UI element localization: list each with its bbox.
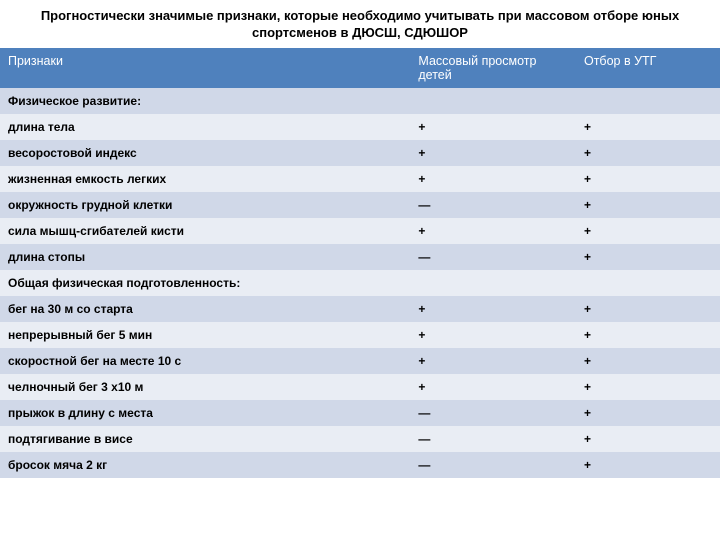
table-row: Физическое развитие:: [0, 88, 720, 114]
table-cell: —: [410, 400, 576, 426]
table-cell: +: [576, 374, 720, 400]
features-table: Признаки Массовый просмотр детей Отбор в…: [0, 48, 720, 478]
table-cell: +: [576, 140, 720, 166]
table-cell: +: [576, 426, 720, 452]
table-cell: +: [410, 166, 576, 192]
table-cell: +: [576, 192, 720, 218]
table-cell: +: [410, 322, 576, 348]
table-row: окружность грудной клетки—+: [0, 192, 720, 218]
table-cell: прыжок в длину с места: [0, 400, 410, 426]
col-header-mass: Массовый просмотр детей: [410, 48, 576, 88]
table-cell: челночный бег 3 х10 м: [0, 374, 410, 400]
table-cell: бег на 30 м со старта: [0, 296, 410, 322]
table-cell: +: [410, 114, 576, 140]
table-cell: подтягивание в висе: [0, 426, 410, 452]
table-row: непрерывный бег 5 мин++: [0, 322, 720, 348]
table-cell: —: [410, 192, 576, 218]
table-row: челночный бег 3 х10 м++: [0, 374, 720, 400]
table-cell: весоростовой индекс: [0, 140, 410, 166]
table-cell: [576, 270, 720, 296]
table-row: Общая физическая подготовленность:: [0, 270, 720, 296]
table-cell: —: [410, 244, 576, 270]
table-cell: +: [410, 296, 576, 322]
table-cell: [576, 88, 720, 114]
table-row: бег на 30 м со старта++: [0, 296, 720, 322]
table-cell: скоростной бег на месте 10 с: [0, 348, 410, 374]
table-cell: длина тела: [0, 114, 410, 140]
table-cell: —: [410, 426, 576, 452]
table-cell: Общая физическая подготовленность:: [0, 270, 410, 296]
col-header-signs: Признаки: [0, 48, 410, 88]
table-row: длина стопы—+: [0, 244, 720, 270]
table-cell: +: [576, 322, 720, 348]
table-cell: +: [410, 374, 576, 400]
table-cell: длина стопы: [0, 244, 410, 270]
table-cell: сила мышц-сгибателей кисти: [0, 218, 410, 244]
table-row: скоростной бег на месте 10 с++: [0, 348, 720, 374]
table-row: весоростовой индекс++: [0, 140, 720, 166]
table-cell: жизненная емкость легких: [0, 166, 410, 192]
table-row: подтягивание в висе—+: [0, 426, 720, 452]
table-row: прыжок в длину с места—+: [0, 400, 720, 426]
table-cell: бросок мяча 2 кг: [0, 452, 410, 478]
table-cell: +: [410, 218, 576, 244]
col-header-utg: Отбор в УТГ: [576, 48, 720, 88]
table-cell: +: [410, 348, 576, 374]
table-cell: [410, 88, 576, 114]
table-cell: +: [576, 244, 720, 270]
table-cell: +: [576, 114, 720, 140]
table-cell: +: [576, 452, 720, 478]
table-body: Физическое развитие:длина тела++весорост…: [0, 88, 720, 478]
page-title: Прогностически значимые признаки, которы…: [0, 0, 720, 48]
table-cell: +: [576, 166, 720, 192]
table-cell: +: [576, 296, 720, 322]
table-cell: окружность грудной клетки: [0, 192, 410, 218]
table-header-row: Признаки Массовый просмотр детей Отбор в…: [0, 48, 720, 88]
table-cell: Физическое развитие:: [0, 88, 410, 114]
table-cell: непрерывный бег 5 мин: [0, 322, 410, 348]
table-cell: +: [576, 400, 720, 426]
table-row: длина тела++: [0, 114, 720, 140]
table-cell: +: [576, 348, 720, 374]
table-row: бросок мяча 2 кг—+: [0, 452, 720, 478]
table-row: жизненная емкость легких++: [0, 166, 720, 192]
table-cell: +: [410, 140, 576, 166]
table-cell: +: [576, 218, 720, 244]
table-row: сила мышц-сгибателей кисти++: [0, 218, 720, 244]
table-cell: —: [410, 452, 576, 478]
table-cell: [410, 270, 576, 296]
